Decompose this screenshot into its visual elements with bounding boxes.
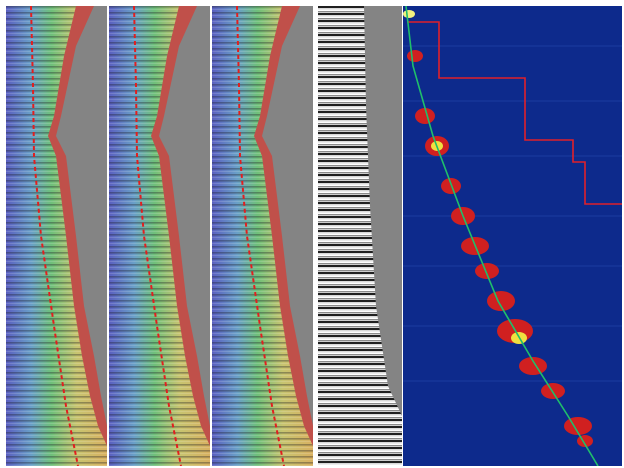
- gather-panel: [318, 6, 402, 466]
- trend-dashed-line: [133, 6, 182, 466]
- velocity-panel-1: [6, 6, 107, 466]
- trend-dashed-line: [236, 6, 285, 466]
- trend-dashed-line: [30, 6, 79, 466]
- semblance-panel: [403, 6, 622, 466]
- velocity-panel-2: [109, 6, 210, 466]
- velocity-section-image: [212, 6, 313, 466]
- semblance-heatmap-image: [403, 6, 622, 466]
- velocity-pick-line: [405, 6, 599, 466]
- step-boundary-line: [407, 21, 622, 205]
- velocity-section-image: [109, 6, 210, 466]
- velocity-section-image: [6, 6, 107, 466]
- velocity-panel-3: [212, 6, 313, 466]
- grayscale-gather-image: [318, 6, 402, 466]
